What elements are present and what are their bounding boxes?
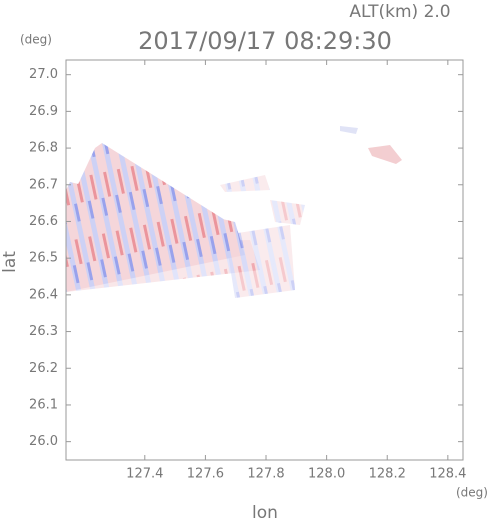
y-tick-label: 27.0 bbox=[29, 67, 58, 82]
y-tick-label: 26.4 bbox=[29, 287, 58, 302]
y-tick-label: 26.2 bbox=[29, 361, 58, 376]
y-tick-label: 26.9 bbox=[29, 104, 58, 119]
x-tick-label: 128.4 bbox=[429, 467, 466, 482]
x-axis-label: lon bbox=[252, 503, 278, 521]
y-tick-label: 26.5 bbox=[29, 251, 58, 266]
x-tick-label: 127.8 bbox=[247, 467, 284, 482]
chart-title: 2017/09/17 08:29:30 bbox=[138, 27, 392, 55]
y-axis-label: lat bbox=[0, 251, 20, 273]
y-tick-label: 26.8 bbox=[29, 141, 58, 156]
plot-frame bbox=[65, 59, 464, 461]
y-tick-label: 26.1 bbox=[29, 397, 58, 412]
x-tick-label: 128.2 bbox=[369, 467, 406, 482]
y-tick-label: 26.0 bbox=[29, 434, 58, 449]
subtitle: ALT(km) 2.0 bbox=[349, 2, 450, 22]
y-tick-label: 26.3 bbox=[29, 324, 58, 339]
y-tick-label: 26.7 bbox=[29, 177, 58, 192]
x-tick-label: 127.4 bbox=[126, 467, 163, 482]
x-unit: (deg) bbox=[456, 486, 488, 500]
radar-echo bbox=[66, 126, 402, 298]
x-tick-label: 127.6 bbox=[187, 467, 224, 482]
y-unit: (deg) bbox=[20, 33, 52, 47]
y-tick-label: 26.6 bbox=[29, 214, 58, 229]
x-tick-label: 128.0 bbox=[308, 467, 345, 482]
